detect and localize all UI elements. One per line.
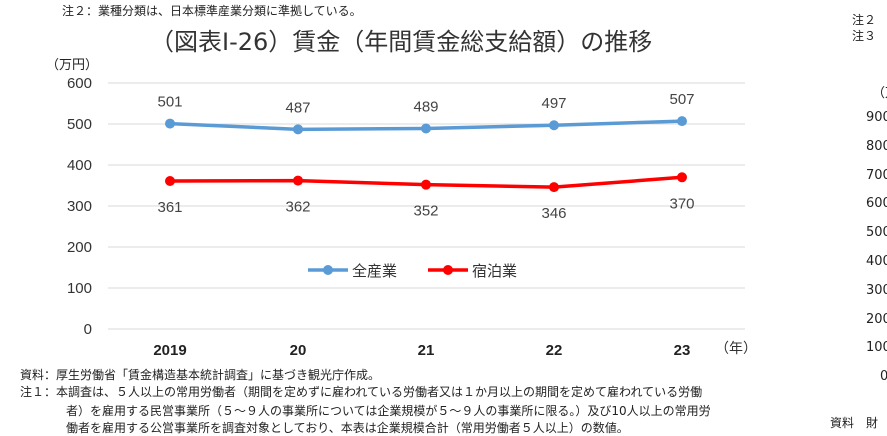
data-label: 487: [285, 99, 310, 116]
y-tick-label: 100: [67, 280, 92, 297]
x-tick-label: 21: [418, 342, 435, 359]
data-point: [549, 182, 559, 193]
data-label: 489: [413, 99, 438, 116]
right-y-tick: 200: [866, 311, 887, 327]
x-tick-label: 2019: [153, 342, 186, 359]
note-1-line-2: 者）を雇用する民営事業所（５～９人の事業所については企業規模が５～９人の事業所に…: [66, 404, 711, 418]
x-axis-unit: （年）: [715, 341, 757, 357]
legend-label: 宿泊業: [472, 262, 517, 280]
right-unit: （万: [872, 86, 887, 101]
data-label: 501: [157, 94, 182, 111]
line-chart: 0 100 200 300 400 500 600 2019 20 21 22 23 （年） 501 487…: [67, 75, 757, 359]
data-label: 370: [669, 195, 694, 212]
y-tick-label: 200: [67, 239, 92, 256]
data-point: [165, 175, 175, 186]
chart-title: （図表Ⅰ-26）賃金（年間賃金総支給額）の推移: [150, 28, 653, 56]
legend-label: 全産業: [352, 262, 397, 280]
data-point: [421, 179, 431, 190]
data-point: [421, 123, 431, 134]
data-label: 362: [285, 199, 310, 216]
right-y-tick: 700: [866, 167, 887, 183]
right-y-tick: 800: [866, 138, 887, 154]
y-tick-label: 600: [67, 75, 92, 92]
data-label: 352: [413, 203, 438, 220]
data-point: [293, 175, 303, 186]
data-label: 346: [541, 205, 566, 222]
data-point: [677, 172, 687, 183]
data-point: [293, 124, 303, 135]
right-y-tick: 600: [866, 196, 887, 212]
right-y-tick: 100: [866, 340, 887, 356]
data-label: 507: [669, 91, 694, 108]
right-y-tick: 0: [880, 369, 887, 385]
right-y-tick: 300: [866, 282, 887, 298]
y-axis-unit: （万円）: [46, 58, 99, 73]
right-y-tick: 500: [866, 225, 887, 241]
x-tick-label: 22: [546, 342, 563, 359]
x-tick-label: 20: [290, 342, 307, 359]
x-tick-label: 23: [674, 342, 691, 359]
data-point: [165, 118, 175, 129]
top-note: 注２：業種分類は、日本標準産業分類に準拠している。: [62, 4, 362, 18]
y-tick-label: 300: [67, 198, 92, 215]
y-tick-label: 400: [67, 157, 92, 174]
legend-marker: [443, 265, 453, 275]
data-label: 497: [541, 95, 566, 112]
y-tick-label: 500: [67, 116, 92, 133]
right-note-2: 注２: [852, 13, 877, 27]
legend-marker: [323, 265, 333, 275]
data-label: 361: [157, 199, 182, 216]
note-1-line-1: 注１：本調査は、５人以上の常用労働者（期間を定めずに雇われている労働者又は１か月…: [20, 385, 703, 399]
right-y-tick: 400: [866, 254, 887, 269]
right-y-tick: 900: [866, 110, 887, 125]
right-note-3: 注３: [852, 29, 877, 43]
y-tick-label: 0: [84, 321, 92, 338]
data-point: [677, 116, 687, 127]
source-note: 資料：厚生労働省「賃金構造基本統計調査」に基づき観光庁作成。: [20, 368, 381, 382]
data-point: [549, 120, 559, 131]
